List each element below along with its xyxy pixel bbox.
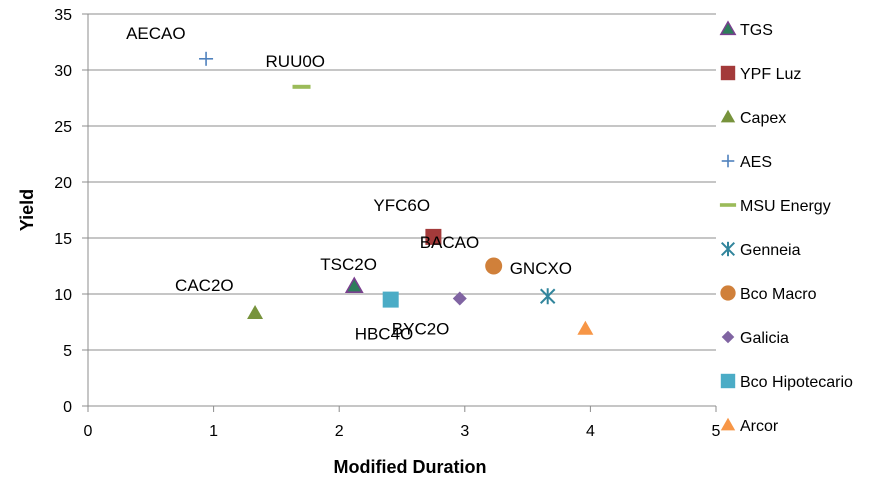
axes: [87, 14, 716, 407]
point-label: CAC2O: [175, 276, 234, 295]
legend-marker: [720, 241, 736, 257]
data-point-galicia: [452, 291, 467, 306]
point-label: RUU0O: [266, 52, 326, 71]
data-point-arcor: [577, 320, 594, 335]
point-label: TSC2O: [320, 255, 377, 274]
y-tick-labels: 0 5 10 15 20 25 30 35: [54, 7, 88, 416]
x-tick-label: 2: [335, 423, 344, 440]
legend-label: YPF Luz: [740, 66, 801, 83]
point-label: BACAO: [420, 233, 480, 252]
data-point-msu-energy: [292, 84, 311, 89]
legend-marker: [721, 154, 735, 168]
data-point-capex: [247, 305, 264, 320]
point-label: BYC2O: [392, 319, 450, 338]
legend-item: Galicia: [721, 330, 789, 347]
x-tick-label: 4: [586, 423, 595, 440]
legend-item: Genneia: [720, 241, 801, 259]
legend-item: Bco Macro: [720, 285, 817, 303]
data-points: [199, 51, 594, 335]
y-tick-label: 20: [54, 175, 72, 192]
legend: TGS YPF Luz Capex AES MSU Energy Genneia Bco M…: [719, 20, 853, 435]
legend-marker: [721, 330, 735, 344]
legend-item: AES: [721, 154, 772, 171]
x-axis-title: Modified Duration: [334, 457, 487, 477]
legend-label: Arcor: [740, 418, 779, 435]
legend-item: MSU Energy: [719, 198, 831, 215]
point-label: GNCXO: [510, 259, 572, 278]
x-tick-label: 3: [460, 423, 469, 440]
legend-label: Bco Hipotecario: [740, 374, 853, 391]
legend-label: Genneia: [740, 242, 801, 259]
data-point-bco-macro: [485, 257, 503, 275]
legend-label: Galicia: [740, 330, 789, 347]
legend-marker: [720, 285, 736, 301]
legend-marker: [719, 20, 737, 36]
x-tick-label: 0: [84, 423, 93, 440]
y-axis-title: Yield: [17, 189, 37, 231]
point-label: HBC4O: [355, 325, 414, 344]
point-labels: TSC2O YFC6O CAC2O AECAO RUU0O GNCXO BACAO BYC2O…: [126, 24, 572, 344]
legend-item: TGS: [719, 20, 773, 39]
legend-label: AES: [740, 154, 772, 171]
x-tick-label: 1: [209, 423, 218, 440]
gridlines: [88, 13, 716, 351]
y-tick-label: 25: [54, 119, 72, 136]
legend-label: TGS: [740, 22, 773, 39]
y-tick-label: 0: [63, 399, 72, 416]
point-label: AECAO: [126, 24, 186, 43]
y-tick-label: 15: [54, 231, 72, 248]
data-point-tgs: [344, 276, 364, 293]
data-point-bco-hipotecario: [382, 291, 399, 308]
data-point-aes: [199, 51, 214, 66]
data-point-genneia: [539, 288, 556, 305]
legend-marker: [719, 203, 737, 207]
legend-marker: [720, 417, 736, 431]
y-tick-label: 5: [63, 343, 72, 360]
legend-label: MSU Energy: [740, 198, 831, 215]
y-tick-label: 35: [54, 7, 72, 24]
legend-label: Bco Macro: [740, 286, 817, 303]
legend-item: Bco Hipotecario: [720, 373, 853, 391]
legend-item: Arcor: [720, 417, 779, 435]
legend-marker: [720, 65, 736, 81]
legend-marker: [720, 373, 736, 389]
legend-marker: [720, 109, 736, 123]
x-tick-label: 5: [712, 423, 721, 440]
point-label: YFC6O: [373, 196, 430, 215]
y-tick-label: 30: [54, 63, 72, 80]
y-tick-label: 10: [54, 287, 72, 304]
legend-item: Capex: [720, 109, 786, 127]
legend-label: Capex: [740, 110, 786, 127]
legend-item: YPF Luz: [720, 65, 801, 83]
x-tick-labels: 0 1 2 3 4 5: [84, 406, 721, 440]
data-point-ypf-luz: [425, 228, 442, 245]
